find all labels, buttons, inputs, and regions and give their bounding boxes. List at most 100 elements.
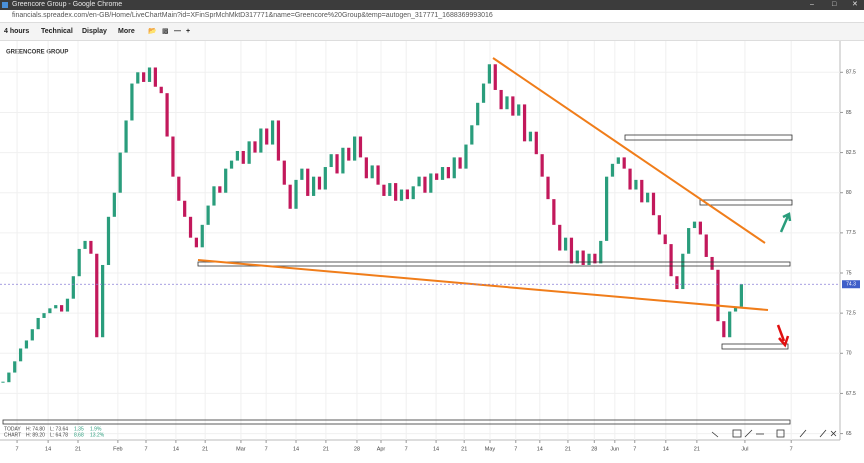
candle-body: [364, 157, 368, 179]
candle-body: [89, 240, 93, 254]
candle-body: [604, 176, 609, 241]
candle-body: [522, 104, 527, 142]
zoom-in[interactable]: +: [186, 28, 191, 35]
stats-cell: L: 73.64: [50, 426, 68, 432]
zoom-out[interactable]: —: [174, 28, 181, 35]
app-icon: [2, 2, 8, 8]
x-tick-label: 14: [173, 446, 179, 452]
candle-body: [640, 179, 644, 203]
candle-body: [370, 165, 374, 179]
candle-body: [399, 189, 404, 201]
candle-body: [634, 179, 638, 190]
candle-body: [317, 176, 322, 190]
candle-body: [101, 264, 105, 338]
x-tick-label: 7: [16, 446, 19, 452]
tool-icon[interactable]: [776, 429, 785, 438]
x-tick-label: Feb: [113, 446, 122, 452]
x-tick-label: 21: [461, 446, 467, 452]
candle-body: [294, 179, 298, 209]
x-tick-label: Apr: [377, 446, 386, 452]
stats-cell: H: 89.20: [26, 432, 45, 438]
candle-body: [147, 67, 152, 82]
candle-body: [306, 168, 310, 196]
candle-body: [218, 186, 222, 193]
x-tick-label: 7: [265, 446, 268, 452]
level-box: [699, 199, 793, 206]
x-tick-label: Jul: [741, 446, 748, 452]
candle-body: [118, 152, 122, 193]
tool-icon[interactable]: [711, 431, 719, 438]
candle-body: [376, 165, 380, 185]
toolbar-item[interactable]: Display: [82, 28, 107, 35]
level-box: [197, 261, 791, 267]
x-tick-label: 21: [694, 446, 700, 452]
level-box: [2, 419, 791, 425]
stats-cell: CHART: [4, 432, 21, 438]
toolbar-item[interactable]: More: [118, 28, 135, 35]
x-tick-label: 28: [354, 446, 360, 452]
candle-body: [229, 160, 234, 169]
y-tick-label: 70: [846, 351, 852, 357]
candle-body: [458, 157, 462, 169]
tool-icon[interactable]: [819, 429, 827, 438]
candle-body: [183, 200, 187, 217]
candle-body: [657, 215, 661, 235]
candles: [1, 64, 744, 383]
candle-body: [194, 237, 199, 248]
candle-body: [24, 340, 29, 349]
stats-cell: 1.35: [74, 426, 84, 432]
y-tick-label: 67.5: [846, 391, 856, 397]
x-tick-label: 21: [75, 446, 81, 452]
x-tick-label: 14: [293, 446, 299, 452]
candle-body: [710, 256, 714, 270]
candle-body: [739, 284, 744, 307]
window-title: Greencore Group - Google Chrome: [12, 1, 123, 8]
toolbar-item[interactable]: Technical: [41, 28, 73, 35]
candle-body: [558, 224, 562, 251]
candle-body: [18, 348, 23, 362]
candle-body: [54, 305, 58, 309]
candle-body: [276, 120, 281, 161]
tool-icon[interactable]: [799, 429, 807, 438]
toolbar-item[interactable]: 4 hours: [4, 28, 30, 35]
tool-icon[interactable]: [732, 429, 742, 438]
tool-icon[interactable]: [744, 429, 753, 438]
candle-body: [177, 176, 181, 201]
candle-body: [692, 221, 697, 229]
candle-body: [704, 234, 708, 257]
drawings: [2, 57, 793, 425]
minimize[interactable]: –: [810, 1, 814, 8]
candle-body: [288, 184, 292, 209]
candle-body: [71, 276, 75, 299]
candle-body: [540, 154, 544, 177]
maximize[interactable]: □: [832, 1, 837, 8]
candle-body: [405, 189, 409, 200]
x-tick-label: Mar: [236, 446, 246, 452]
candle-body: [651, 192, 656, 216]
candle-body: [95, 253, 99, 338]
candle-body: [440, 167, 445, 180]
address-bar[interactable]: financials.spreadex.com/en-GB/Home/LiveC…: [0, 10, 864, 23]
candle-body: [675, 276, 679, 290]
candle-body: [698, 221, 702, 235]
candle-body: [599, 240, 603, 264]
toolbar-icon[interactable]: 📂: [148, 28, 157, 35]
tool-icon[interactable]: [830, 430, 837, 437]
stats-cell: 1.9%: [90, 426, 102, 432]
candle-body: [329, 154, 333, 168]
candle-body: [265, 128, 269, 145]
x-tick-label: 7: [144, 446, 147, 452]
chart-background: [0, 41, 864, 463]
x-tick-label: 21: [323, 446, 329, 452]
stats-cell: H: 74.80: [26, 426, 45, 432]
trend-line: [197, 259, 769, 311]
close[interactable]: ✕: [852, 1, 858, 8]
candle-body: [581, 250, 585, 265]
toolbar-icon[interactable]: ▩: [162, 28, 169, 35]
candle-body: [112, 192, 116, 217]
candle-body: [394, 183, 398, 201]
candle-body: [259, 128, 263, 153]
candle-body: [341, 147, 345, 174]
candle-body: [388, 183, 392, 196]
candle-body: [142, 72, 146, 82]
